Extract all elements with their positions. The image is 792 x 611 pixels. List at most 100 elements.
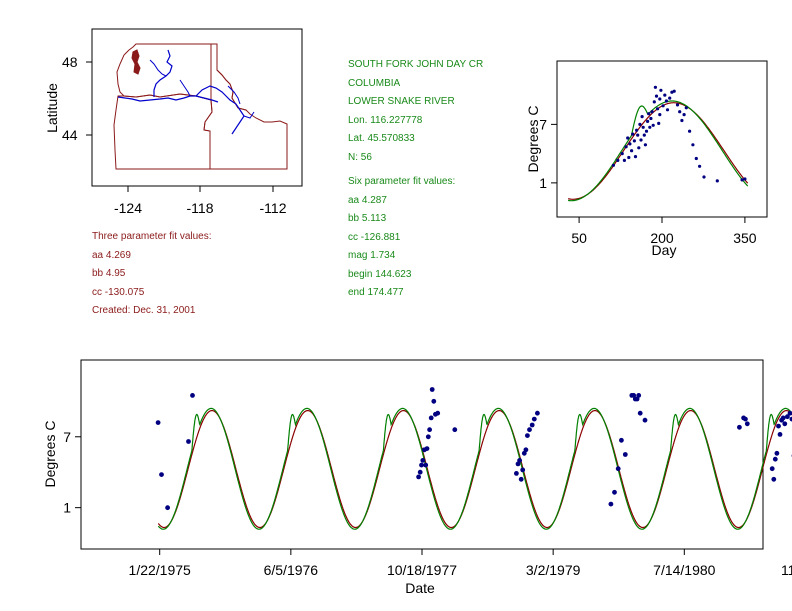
six-param-mag: mag 1.734 bbox=[348, 250, 396, 261]
day-chart-data-point bbox=[740, 178, 744, 182]
timeseries-chart-xtick-label: 6/5/1976 bbox=[264, 562, 319, 578]
day-chart-data-point bbox=[668, 96, 672, 100]
day-chart-xtick-label: 200 bbox=[650, 230, 674, 246]
timeseries-chart-data-point bbox=[535, 410, 540, 416]
timeseries-chart-data-point bbox=[523, 447, 529, 453]
day-chart-data-point bbox=[654, 94, 659, 98]
six-param-cc: cc -126.881 bbox=[348, 231, 401, 243]
timeseries-chart-data-point bbox=[636, 393, 642, 398]
day-chart-xtick-label: 50 bbox=[571, 230, 587, 246]
day-chart-data-point bbox=[664, 99, 669, 103]
day-chart-data-point bbox=[665, 108, 670, 112]
day-chart-data-point bbox=[680, 118, 684, 123]
timeseries-chart-data-point bbox=[744, 421, 750, 427]
timeseries-chart-data-point bbox=[423, 462, 429, 468]
river-columbia bbox=[117, 95, 219, 103]
river-snake bbox=[195, 85, 245, 135]
day-chart-data-point bbox=[636, 133, 640, 137]
day-chart-data-point bbox=[620, 152, 624, 156]
six-param-title: Six parameter fit values: bbox=[348, 176, 456, 187]
six-param-block: Six parameter fit values: aa 4.287 bb 5.… bbox=[348, 173, 455, 303]
timeseries-chart-data-point bbox=[619, 437, 624, 443]
timeseries-chart-data-point bbox=[520, 467, 526, 473]
day-chart-data-point bbox=[635, 128, 639, 132]
station-n: N: 56 bbox=[348, 151, 372, 163]
timeseries-chart-data-point bbox=[419, 462, 424, 468]
timeseries-chart-data-point bbox=[789, 416, 792, 422]
day-chart-data-point bbox=[715, 179, 719, 183]
timeseries-chart-ticks: 1 7 1/22/1975 6/5/1976 10/18/1977 3/2/1979 7/1… bbox=[63, 429, 792, 578]
day-chart-data-point bbox=[684, 106, 688, 110]
timeseries-chart-data-point bbox=[527, 427, 532, 433]
timeseries-chart-data-point bbox=[425, 434, 431, 440]
station-subbasin: LOWER SNAKE RIVER bbox=[348, 96, 455, 107]
timeseries-chart-data-point bbox=[427, 427, 432, 433]
day-chart-data-point bbox=[691, 143, 695, 147]
three-param-block: Three parameter fit values: aa 4.269 bb … bbox=[92, 228, 212, 321]
timeseries-chart-xtick-label: 1/22/1975 bbox=[129, 562, 191, 578]
day-chart-data-point bbox=[631, 132, 635, 136]
three-param-bb: bb 4.95 bbox=[92, 268, 126, 279]
day-chart-data-point bbox=[678, 110, 682, 114]
timeseries-chart-data-point bbox=[514, 471, 519, 476]
timeseries-chart-data-point bbox=[780, 415, 786, 421]
station-lon: Lon. 116.227778 bbox=[348, 114, 423, 126]
map-xtick-112: -112 bbox=[260, 200, 287, 216]
day-chart-data-point bbox=[651, 123, 655, 127]
timeseries-chart-data-point bbox=[631, 393, 637, 398]
day-chart-six-param-curve bbox=[568, 100, 749, 202]
day-chart-data-point bbox=[642, 133, 646, 137]
day-chart-data-point bbox=[663, 93, 667, 97]
day-chart-data-point bbox=[630, 149, 634, 153]
day-chart-data-point bbox=[626, 136, 630, 140]
day-chart-data-point bbox=[653, 85, 658, 89]
map-frame bbox=[91, 28, 303, 187]
day-chart-data-point bbox=[658, 97, 662, 101]
day-chart-data-point bbox=[658, 113, 662, 117]
timeseries-chart-data-point bbox=[622, 452, 628, 457]
station-info-block: SOUTH FORK JOHN DAY CR COLUMBIA LOWER SN… bbox=[348, 56, 483, 167]
day-chart-data-point bbox=[646, 119, 650, 123]
day-chart-data-point bbox=[639, 138, 643, 142]
timeseries-chart-xtick-label: 3/2/1979 bbox=[526, 562, 581, 578]
map-ytick-44: 44 bbox=[62, 127, 78, 143]
day-chart-data-point bbox=[675, 103, 680, 107]
day-chart-data-point bbox=[641, 125, 645, 129]
timeseries-chart-ylabel: Degrees C bbox=[42, 421, 58, 488]
timeseries-chart-data-point bbox=[771, 476, 777, 482]
three-param-cc: cc -130.075 bbox=[92, 286, 145, 298]
day-chart-data-point bbox=[661, 104, 665, 108]
six-param-end: end 174.477 bbox=[348, 287, 404, 298]
day-chart-data-point bbox=[637, 146, 641, 150]
station-basin: COLUMBIA bbox=[348, 77, 401, 89]
timeseries-chart-data-point bbox=[769, 466, 775, 472]
timeseries-chart-data-point bbox=[531, 416, 537, 422]
river-tributary-3 bbox=[227, 85, 241, 105]
map-ylabel: Latitude bbox=[44, 83, 60, 133]
day-chart-points bbox=[611, 85, 747, 183]
timeseries-chart-data-point bbox=[429, 387, 435, 392]
timeseries-chart-data-point bbox=[155, 420, 161, 425]
river-tributary-2 bbox=[179, 79, 191, 97]
station-name: SOUTH FORK JOHN DAY CR bbox=[348, 59, 484, 70]
day-chart-data-point bbox=[622, 158, 627, 162]
timeseries-chart-data-point bbox=[634, 396, 640, 402]
day-chart-data-point bbox=[638, 122, 642, 126]
timeseries-chart-fit-curves bbox=[157, 407, 792, 530]
day-chart-data-point bbox=[633, 155, 638, 159]
timeseries-chart-data-point bbox=[772, 456, 778, 462]
river-tributary-4 bbox=[243, 111, 255, 119]
timeseries-chart-data-point bbox=[431, 398, 437, 404]
day-chart-data-point bbox=[648, 125, 652, 129]
timeseries-chart-data-point bbox=[787, 410, 792, 416]
timeseries-chart-data-point bbox=[517, 458, 522, 463]
timeseries-chart-data-point bbox=[190, 393, 195, 398]
day-chart-data-point bbox=[640, 115, 644, 119]
timeseries-chart-data-point bbox=[608, 501, 614, 507]
six-param-bb: bb 5.113 bbox=[348, 213, 387, 224]
day-chart-xtick-label: 350 bbox=[733, 230, 757, 246]
day-chart-ytick-label: 7 bbox=[539, 116, 547, 132]
puget-sound bbox=[131, 49, 141, 75]
timeseries-chart-data-point bbox=[416, 474, 421, 480]
timeseries-chart-data-point bbox=[420, 458, 426, 463]
